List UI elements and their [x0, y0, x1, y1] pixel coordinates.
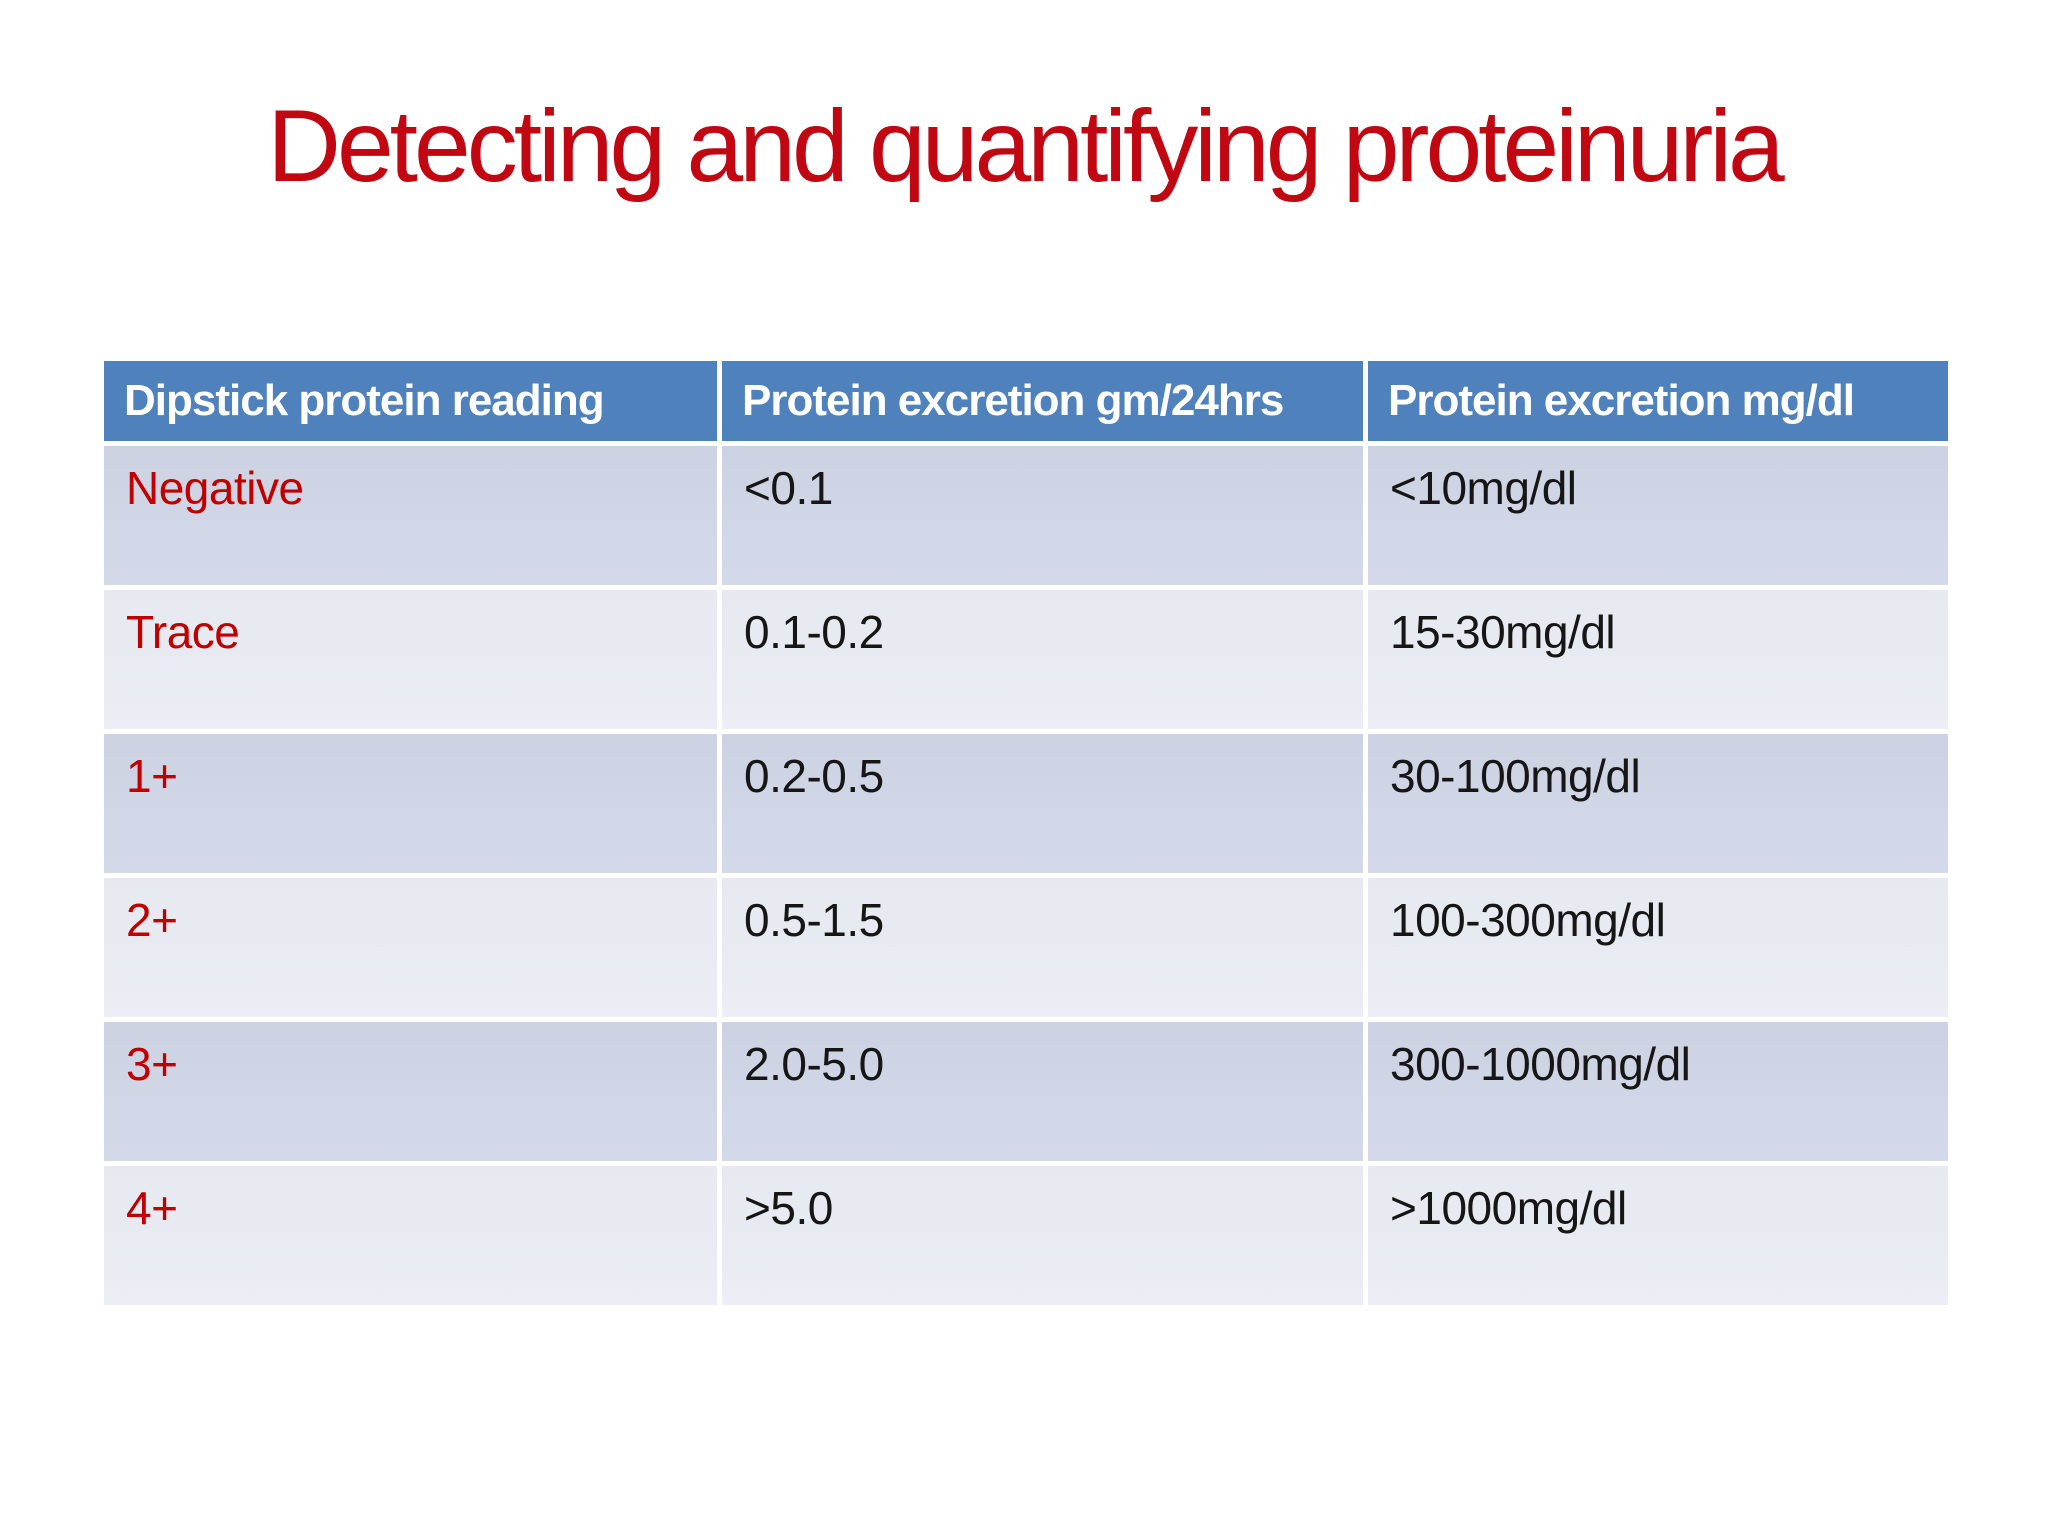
mgdl-cell: 30-100mg/dl	[1368, 734, 1948, 873]
gm24-cell: <0.1	[722, 446, 1363, 585]
gm24-cell: 0.2-0.5	[722, 734, 1363, 873]
reading-cell: Trace	[104, 590, 717, 729]
reading-cell: 1+	[104, 734, 717, 873]
column-header-excretion-mgdl: Protein excretion mg/dl	[1368, 361, 1948, 441]
mgdl-cell: 15-30mg/dl	[1368, 590, 1948, 729]
reading-cell: Negative	[104, 446, 717, 585]
reading-cell: 4+	[104, 1166, 717, 1305]
column-header-excretion-gm24hrs: Protein excretion gm/24hrs	[722, 361, 1363, 441]
gm24-cell: >5.0	[722, 1166, 1363, 1305]
proteinuria-table: Dipstick protein reading Protein excreti…	[104, 361, 1948, 1305]
gm24-cell: 0.1-0.2	[722, 590, 1363, 729]
mgdl-cell: 300-1000mg/dl	[1368, 1022, 1948, 1161]
column-header-dipstick-reading: Dipstick protein reading	[104, 361, 717, 441]
gm24-cell: 0.5-1.5	[722, 878, 1363, 1017]
gm24-cell: 2.0-5.0	[722, 1022, 1363, 1161]
slide-title: Detecting and quantifying proteinuria	[267, 89, 1784, 203]
reading-cell: 3+	[104, 1022, 717, 1161]
reading-cell: 2+	[104, 878, 717, 1017]
mgdl-cell: >1000mg/dl	[1368, 1166, 1948, 1305]
mgdl-cell: 100-300mg/dl	[1368, 878, 1948, 1017]
mgdl-cell: <10mg/dl	[1368, 446, 1948, 585]
